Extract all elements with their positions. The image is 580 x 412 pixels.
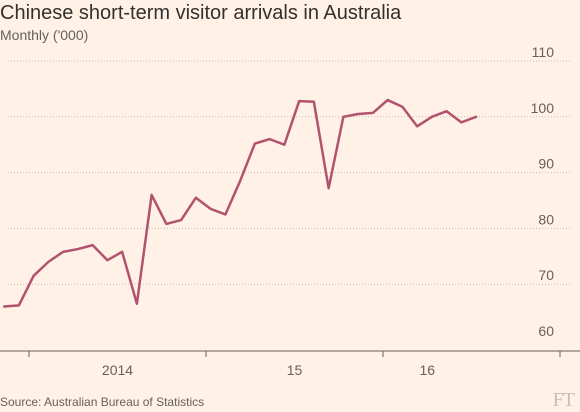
y-tick-label-70: 70	[538, 267, 554, 283]
x-tick-label-16: 16	[419, 362, 435, 378]
x-tick-label-2014: 2014	[102, 362, 133, 378]
y-tick-label-80: 80	[538, 211, 554, 227]
chart-title: Chinese short-term visitor arrivals in A…	[0, 2, 402, 24]
y-tick-label-60: 60	[538, 323, 554, 339]
y-tick-label-100: 100	[531, 100, 555, 116]
y-tick-label-90: 90	[538, 156, 554, 172]
ft-logo: FT	[552, 389, 575, 411]
chart-subtitle: Monthly ('000)	[0, 27, 89, 43]
y-tick-label-110: 110	[532, 44, 555, 60]
series-line-0	[2, 98, 478, 308]
x-tick-label-15: 15	[287, 362, 303, 378]
source-note: Source: Australian Bureau of Statistics	[0, 395, 205, 409]
